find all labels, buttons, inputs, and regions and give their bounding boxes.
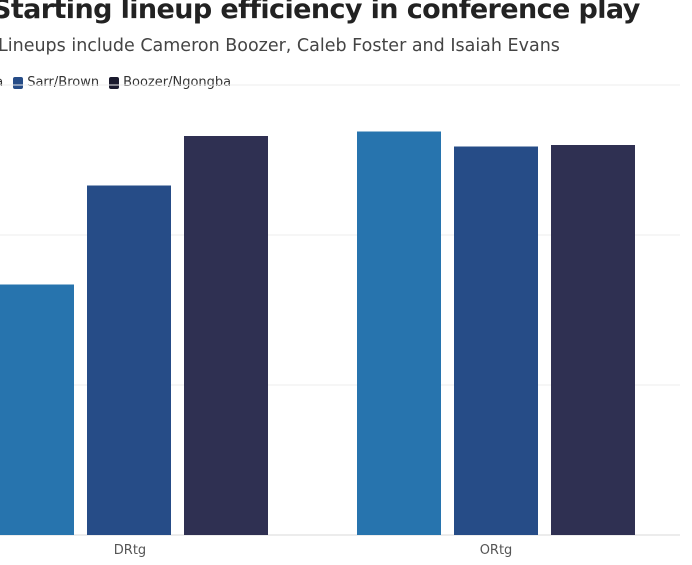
legend-swatch-sarr-brown	[13, 76, 24, 89]
bar-drtg-sarr-ngongba	[0, 284, 74, 535]
x-tick-label-ortg: ORtg	[480, 543, 513, 558]
bar-ortg-sarr-ngongba	[357, 131, 441, 535]
bar-ortg-sarr-brown	[454, 146, 538, 535]
legend-label-sarr-ngongba: ba	[0, 75, 3, 90]
legend-label-boozer-ngongba: Boozer/Ngongba	[123, 75, 232, 90]
bar-drtg-sarr-brown	[87, 185, 171, 535]
legend-swatch-boozer-ngongba	[109, 76, 120, 89]
legend-label-sarr-brown: Sarr/Brown	[27, 75, 100, 90]
bar-ortg-boozer-ngongba	[551, 145, 635, 535]
legend-item-sarr-brown: Sarr/Brown	[13, 75, 99, 90]
legend-item-boozer-ngongba: Boozer/Ngongba	[109, 75, 231, 90]
chart-title: Starting lineup efficiency in conference…	[0, 0, 640, 25]
chart-subtitle: Lineups include Cameron Boozer, Caleb Fo…	[0, 36, 560, 56]
chart-legend: ba Sarr/Brown Boozer/Ngongba	[0, 75, 241, 90]
x-tick-label-drtg: DRtg	[114, 543, 146, 558]
legend-item-sarr-ngongba: ba	[0, 75, 3, 90]
bar-drtg-boozer-ngongba	[184, 136, 268, 535]
